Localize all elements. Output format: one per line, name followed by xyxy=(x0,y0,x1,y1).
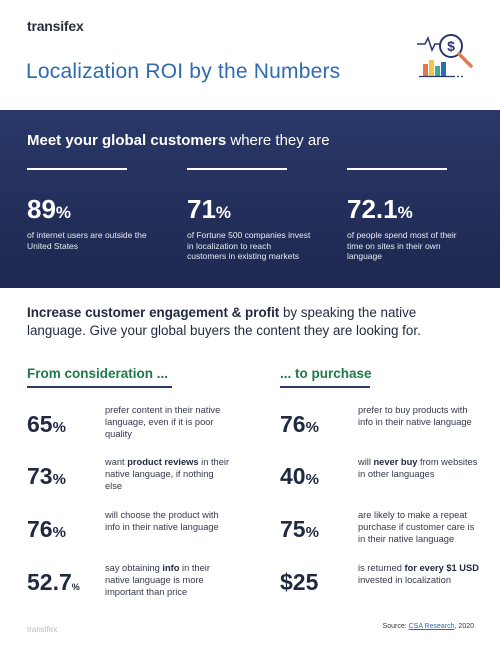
stat-description: are likely to make a repeat purchase if … xyxy=(358,510,475,544)
stat-description: of Fortune 500 companies invest in local… xyxy=(187,230,311,262)
dollar-chart-magnifier-icon: $ xyxy=(417,34,473,78)
stat-description: say obtaining info in their native langu… xyxy=(105,563,210,597)
stat-divider xyxy=(187,168,287,170)
stat-description: of people spend most of their time on si… xyxy=(347,230,457,262)
stat-own-language-time: 72.1% of people spend most of their time… xyxy=(347,168,477,262)
consideration-item: 52.7% say obtaining info in their native… xyxy=(27,563,252,603)
stat-value: $25 xyxy=(280,569,319,595)
stat-value: 52.7% xyxy=(27,569,80,595)
source-link[interactable]: CSA Research xyxy=(408,623,455,630)
stat-value: 75% xyxy=(280,516,319,542)
stat-value: 40% xyxy=(280,463,319,489)
consideration-heading: From consideration ... xyxy=(27,366,169,381)
banner-heading: Meet your global customers where they ar… xyxy=(27,132,330,149)
stat-description: is returned for every $1 USD invested in… xyxy=(358,563,479,585)
purchase-item: 40% will never buy from websites in othe… xyxy=(280,457,500,497)
footer-logo: transifex xyxy=(27,625,58,634)
consideration-item: 76% will choose the product with info in… xyxy=(27,510,252,550)
purchase-item: $25 is returned for every $1 USD investe… xyxy=(280,563,500,603)
intro-text: Increase customer engagement & profit by… xyxy=(27,305,421,339)
global-customers-banner: Meet your global customers where they ar… xyxy=(0,110,500,288)
stat-description: will never buy from websites in other la… xyxy=(358,457,478,479)
stat-value: 73% xyxy=(27,463,66,489)
stat-value: 76% xyxy=(27,516,66,542)
stat-description: prefer content in their native language,… xyxy=(105,405,221,439)
purchase-heading: ... to purchase xyxy=(280,366,372,381)
stat-fortune-500: 71% of Fortune 500 companies invest in l… xyxy=(187,168,317,262)
stat-value: 76% xyxy=(280,411,319,437)
purchase-item: 75% are likely to make a repeat purchase… xyxy=(280,510,500,550)
stat-divider xyxy=(27,168,127,170)
stat-description: prefer to buy products with info in thei… xyxy=(358,405,472,427)
stat-value: 65% xyxy=(27,411,66,437)
consideration-divider xyxy=(27,386,172,388)
purchase-item: 76% prefer to buy products with info in … xyxy=(280,405,500,445)
stat-internet-users: 89% of internet users are outside the Un… xyxy=(27,168,157,251)
page-title: Localization ROI by the Numbers xyxy=(26,60,341,83)
brand-logo: transifex xyxy=(27,18,84,34)
stat-divider xyxy=(347,168,447,170)
consideration-item: 73% want product reviews in their native… xyxy=(27,457,252,497)
svg-text:$: $ xyxy=(447,38,455,54)
stat-description: want product reviews in their native lan… xyxy=(105,457,230,491)
stat-description: of internet users are outside the United… xyxy=(27,230,147,251)
consideration-item: 65% prefer content in their native langu… xyxy=(27,405,252,445)
purchase-divider xyxy=(280,386,370,388)
source-citation: Source: CSA Research, 2020 xyxy=(382,623,474,630)
stat-description: will choose the product with info in the… xyxy=(105,510,219,532)
